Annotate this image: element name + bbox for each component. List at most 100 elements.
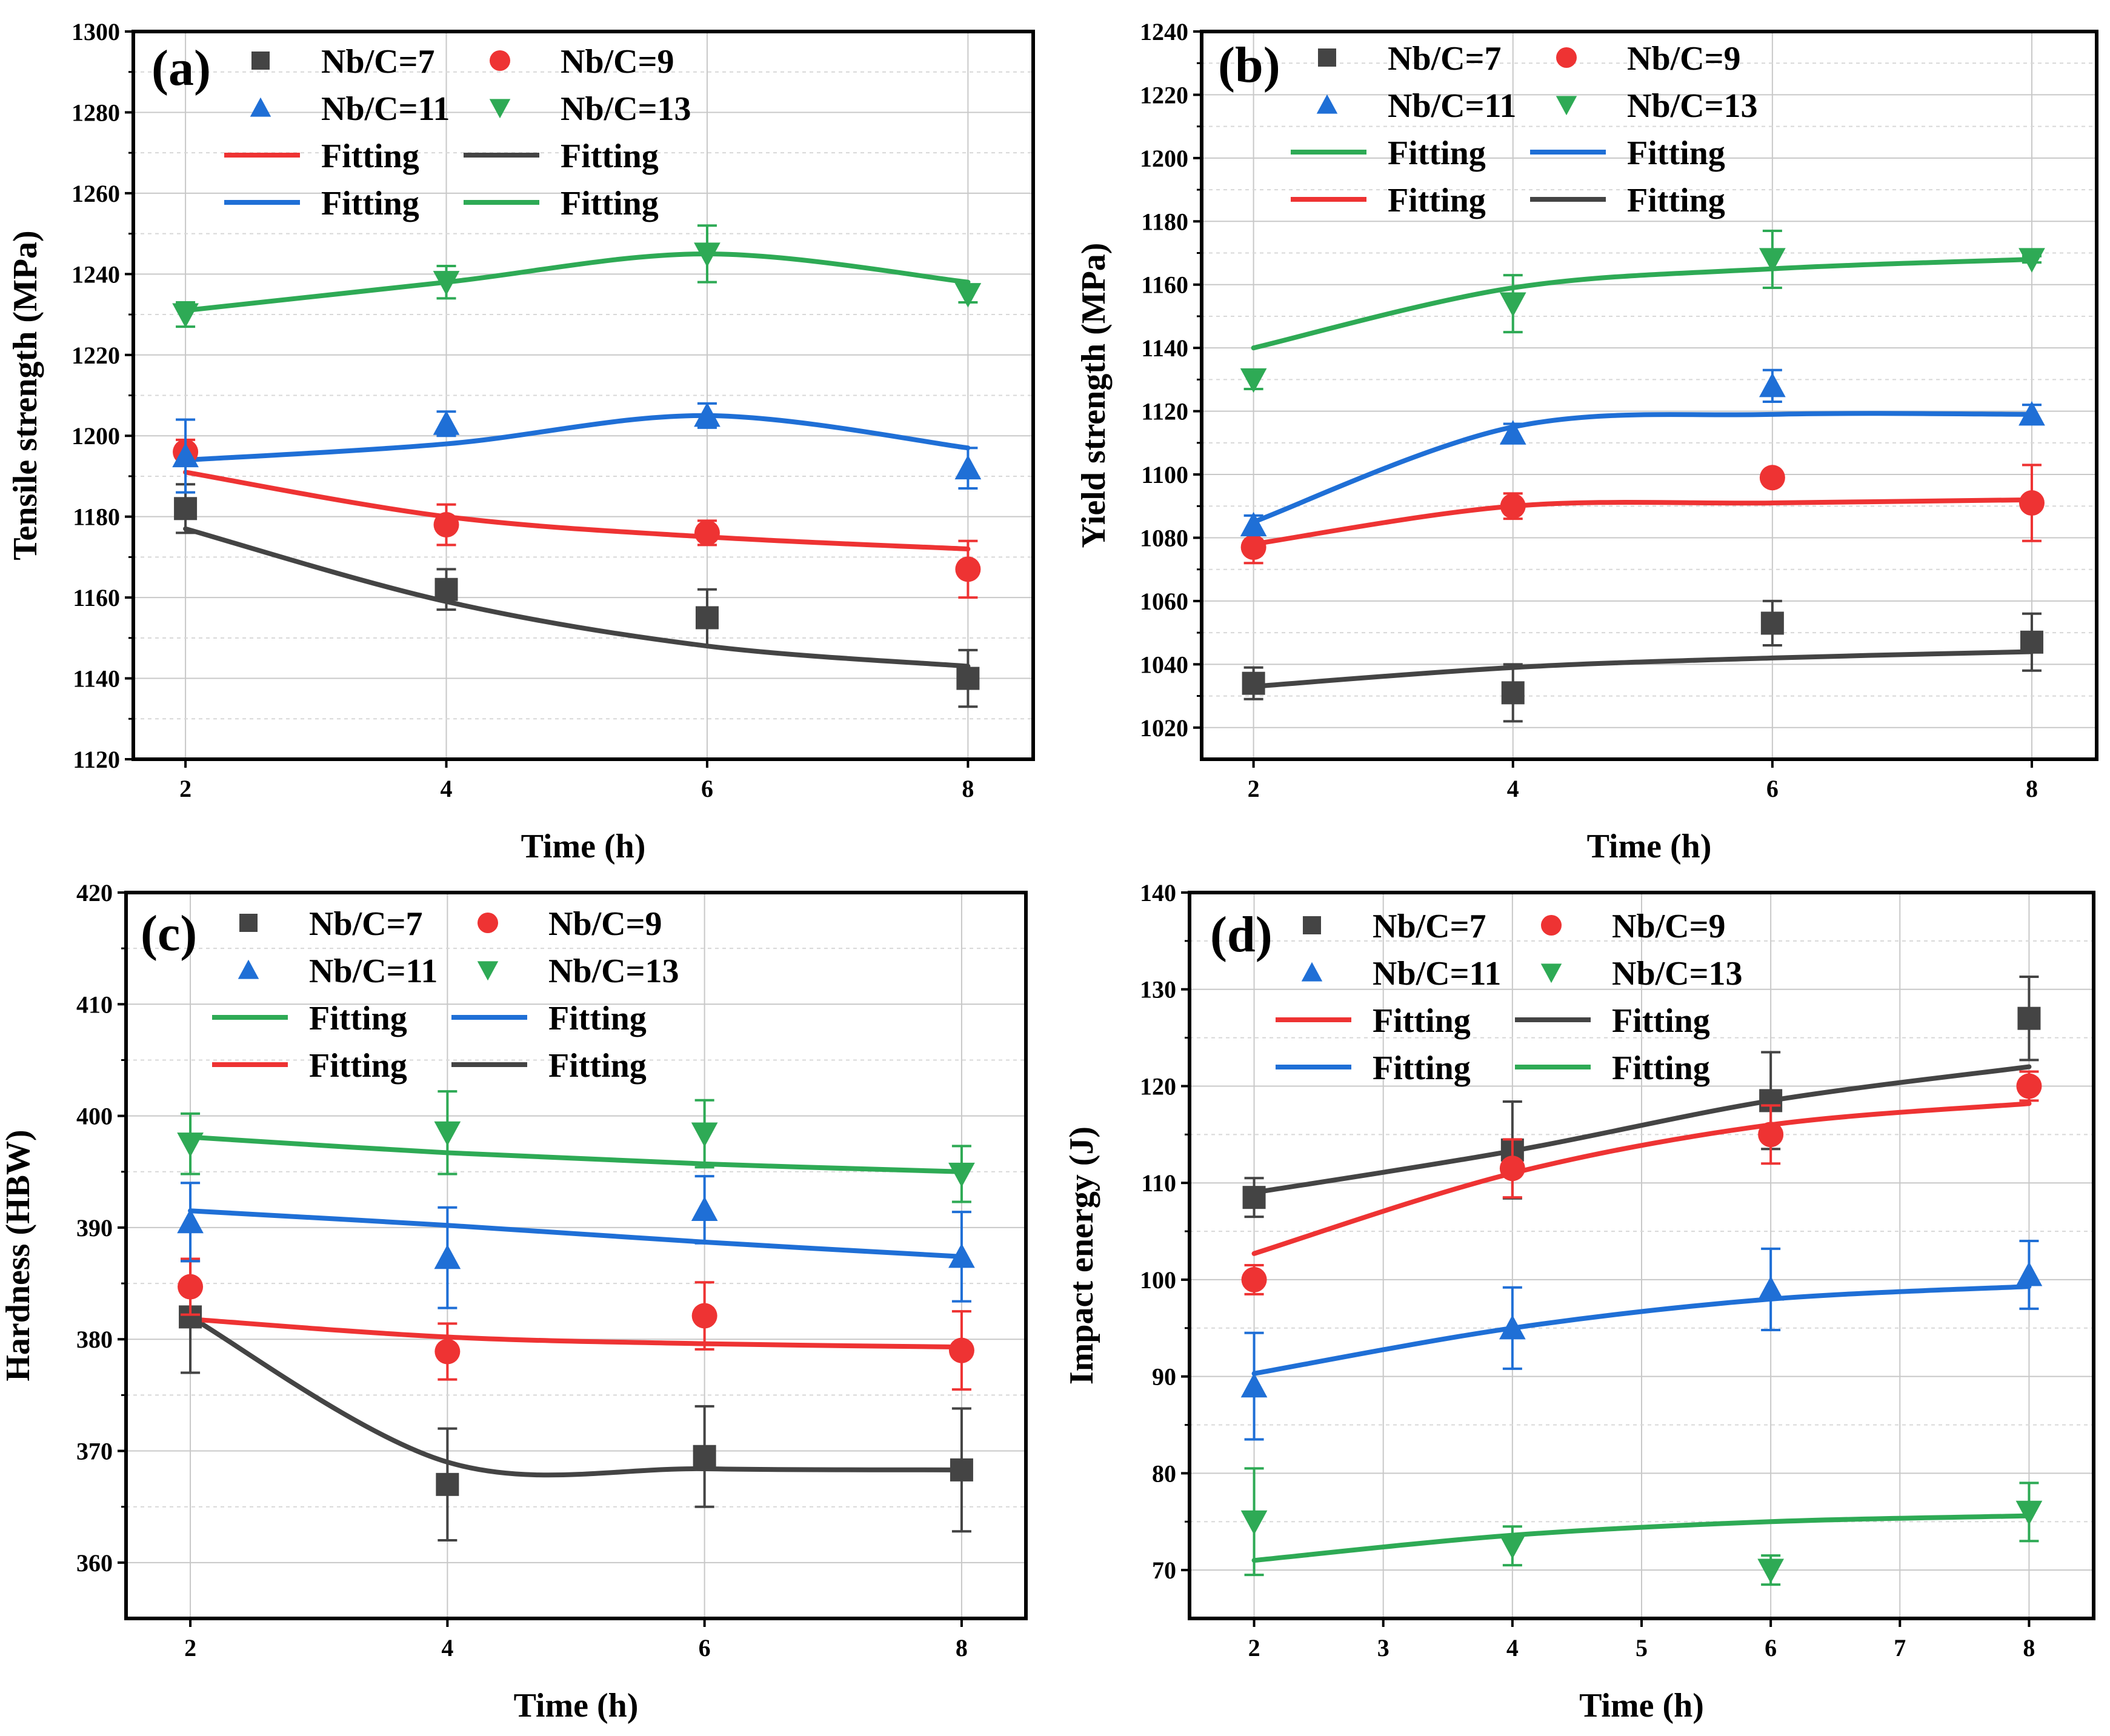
series-nb9	[173, 438, 981, 599]
x-tick-label: 6	[699, 1634, 711, 1661]
chart-panel-b: 2 4 6 8 1020 1040 1060 1080 1100 1120 1140 1160 1180…	[1075, 18, 2098, 865]
data-point	[954, 283, 982, 308]
y-tick-label: 1040	[1140, 651, 1188, 678]
legend-fit-label: Fitting	[309, 1000, 407, 1037]
data-point	[2015, 1500, 2043, 1526]
data-point	[177, 1132, 204, 1157]
x-tick-label: 4	[1506, 1634, 1519, 1661]
legend-marker-nb9	[1556, 47, 1577, 68]
legend-marker-nb11	[1316, 94, 1338, 114]
fit-line-nb11	[1251, 411, 2034, 525]
legend-label-nb13: Nb/C=13	[561, 90, 691, 128]
y-tick-label: 1060	[1140, 588, 1188, 615]
legend-fit-label: Fitting	[1388, 135, 1486, 172]
series-nb11	[177, 1175, 975, 1309]
y-tick-label: 140	[1140, 879, 1176, 906]
data-point	[1242, 1186, 1266, 1209]
fit-line-nb11	[183, 413, 971, 463]
x-tick-label: 8	[2023, 1634, 2035, 1661]
gridlines	[1190, 892, 2094, 1618]
data-point	[1240, 1372, 1268, 1398]
legend-fit-label: Fitting	[548, 1047, 647, 1085]
y-tick-label: 1160	[1141, 271, 1188, 299]
legend-label-nb9: Nb/C=9	[561, 43, 674, 81]
y-tick-label: 1240	[1140, 18, 1188, 45]
data-point	[2018, 490, 2045, 516]
y-tick-label: 1120	[1141, 398, 1188, 425]
data-point	[177, 1208, 204, 1234]
x-tick-label: 2	[179, 775, 191, 802]
data-point	[956, 667, 980, 690]
legend-fit-label: Fitting	[1627, 182, 1725, 219]
data-point	[694, 520, 720, 546]
data-point	[1757, 1276, 1784, 1301]
y-tick-label: 370	[76, 1438, 113, 1465]
legend-label-nb11: Nb/C=11	[321, 90, 450, 128]
data-point	[1501, 681, 1525, 705]
y-tick-label: 1180	[1141, 208, 1188, 235]
y-tick-label: 420	[76, 879, 113, 906]
data-point	[172, 303, 199, 328]
fit-line-nb11	[1251, 1284, 2032, 1376]
data-point	[1500, 493, 1526, 519]
fit-line-nb13	[183, 251, 971, 313]
legend-fit-label: Fitting	[1388, 182, 1486, 219]
x-tick-label: 4	[441, 1634, 453, 1661]
series-nb7	[174, 483, 980, 708]
data-point	[1499, 1156, 1525, 1182]
data-point	[693, 1445, 716, 1468]
x-axis-title: Time (h)	[514, 1687, 639, 1724]
series-nb13	[172, 224, 982, 328]
data-point	[691, 1196, 718, 1222]
legend-fit-label: Fitting	[309, 1047, 407, 1085]
data-point	[433, 512, 459, 538]
data-point	[1499, 1314, 1526, 1340]
plot-frame	[124, 891, 1028, 1620]
y-tick-label: 1200	[72, 422, 120, 450]
legend-label-nb7: Nb/C=7	[1388, 40, 1502, 78]
y-tick-label: 360	[76, 1549, 113, 1577]
x-tick-label: 2	[1248, 775, 1260, 802]
legend-marker-nb9	[490, 50, 510, 71]
data-point	[954, 454, 982, 480]
y-tick-label: 110	[1141, 1169, 1176, 1197]
x-tick-label: 6	[1765, 1634, 1777, 1661]
data-point	[1760, 611, 1784, 635]
legend-fit-label: Fitting	[561, 138, 659, 175]
y-tick-label: 380	[76, 1326, 113, 1353]
data-point	[433, 271, 460, 296]
x-tick-label: 4	[441, 775, 453, 802]
x-axis-title: Time (h)	[1579, 1687, 1704, 1724]
legend-fit-label: Fitting	[1373, 1049, 1471, 1087]
legend: Nb/C=7 Nb/C=9 Nb/C=11 Nb/C=13 Fitting Fitting…	[212, 905, 679, 1085]
fit-line-nb13	[188, 1134, 964, 1174]
data-point	[948, 1162, 975, 1188]
legend-marker-nb9	[1541, 915, 1562, 936]
legend-fit-label: Fitting	[1612, 1049, 1710, 1087]
series-nb9	[178, 1257, 974, 1391]
panel-label: (d)	[1210, 906, 1273, 963]
series-nb7	[1242, 599, 2043, 723]
legend-label-nb13: Nb/C=13	[1627, 87, 1758, 125]
x-tick-label: 8	[956, 1634, 968, 1661]
data-point	[694, 402, 721, 427]
series-nb13	[177, 1090, 975, 1203]
legend-marker-nb13	[1556, 96, 1577, 116]
fit-line-nb9	[1251, 1101, 2032, 1256]
series-nb13	[1240, 1467, 2043, 1586]
x-tick-label: 8	[962, 775, 974, 802]
data-point	[434, 1121, 461, 1146]
panel-label: (a)	[151, 40, 211, 96]
legend-fit-label: Fitting	[321, 138, 419, 175]
legend-label-nb11: Nb/C=11	[1388, 87, 1516, 125]
y-tick-label: 400	[76, 1103, 113, 1130]
plot-frame	[1200, 30, 2098, 761]
legend: Nb/C=7 Nb/C=9 Nb/C=11 Nb/C=13 Fitting Fitting…	[1291, 40, 1758, 219]
fit-line-nb7	[188, 1314, 964, 1478]
y-tick-label: 410	[76, 991, 113, 1018]
legend-marker-nb11	[1301, 962, 1323, 982]
y-tick-label: 1100	[1141, 461, 1188, 488]
data-point	[178, 1274, 204, 1300]
y-tick-label: 1300	[72, 18, 120, 45]
legend-marker-nb13	[1540, 963, 1562, 983]
